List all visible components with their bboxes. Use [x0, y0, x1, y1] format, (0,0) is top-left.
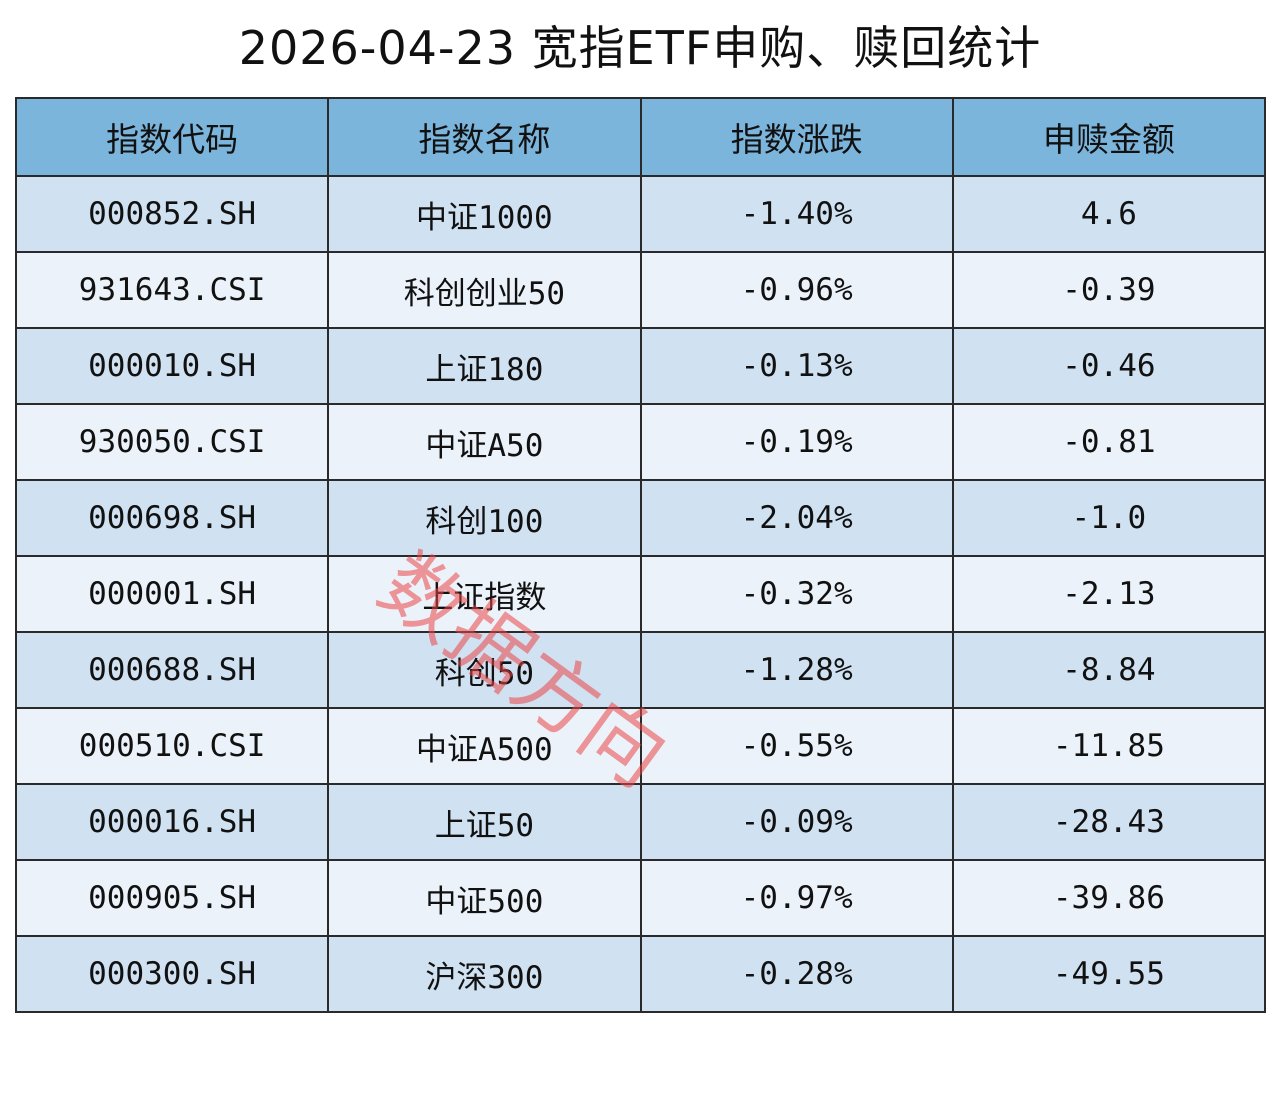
table-cell: -1.40%: [639, 175, 954, 253]
table-cell: -2.04%: [639, 479, 954, 557]
table-cell: -0.09%: [639, 783, 954, 861]
table-cell: -49.55: [951, 935, 1267, 1013]
table-cell: 000698.SH: [14, 479, 330, 557]
column-header: 指数代码: [14, 97, 330, 177]
table-cell: 000905.SH: [14, 859, 330, 937]
table-cell: 931643.CSI: [14, 251, 330, 329]
column-header: 指数名称: [327, 97, 642, 177]
table-cell: -0.19%: [639, 403, 954, 481]
table-cell: 中证A500: [327, 707, 642, 785]
table-cell: 000016.SH: [14, 783, 330, 861]
table-row: 000510.CSI 中证A500 -0.55% -11.85: [14, 707, 1267, 785]
table-cell: 上证180: [327, 327, 642, 405]
header-row: 指数代码 指数名称 指数涨跌 申赎金额: [14, 97, 1267, 177]
table-cell: -0.46: [951, 327, 1267, 405]
table-cell: 000001.SH: [14, 555, 330, 633]
table-cell: 上证指数: [327, 555, 642, 633]
table-cell: 科创50: [327, 631, 642, 709]
table-row: 000300.SH 沪深300 -0.28% -49.55: [14, 935, 1267, 1013]
table-cell: -0.13%: [639, 327, 954, 405]
table-cell: -1.28%: [639, 631, 954, 709]
table-cell: -39.86: [951, 859, 1267, 937]
table-row: 000001.SH 上证指数 -0.32% -2.13: [14, 555, 1267, 633]
table-cell: 000510.CSI: [14, 707, 330, 785]
column-header: 指数涨跌: [639, 97, 954, 177]
table-row: 930050.CSI 中证A50 -0.19% -0.81: [14, 403, 1267, 481]
table-cell: -0.81: [951, 403, 1267, 481]
table-cell: -0.39: [951, 251, 1267, 329]
table-row: 000698.SH 科创100 -2.04% -1.0: [14, 479, 1267, 557]
table-cell: 中证A50: [327, 403, 642, 481]
table-cell: 000688.SH: [14, 631, 330, 709]
table-row: 000852.SH 中证1000 -1.40% 4.6: [14, 175, 1267, 253]
table-cell: 中证1000: [327, 175, 642, 253]
table-row: 931643.CSI 科创创业50 -0.96% -0.39: [14, 251, 1267, 329]
table-row: 000016.SH 上证50 -0.09% -28.43: [14, 783, 1267, 861]
table-cell: 科创创业50: [327, 251, 642, 329]
table-row: 000905.SH 中证500 -0.97% -39.86: [14, 859, 1267, 937]
table-cell: 000852.SH: [14, 175, 330, 253]
table-row: 000010.SH 上证180 -0.13% -0.46: [14, 327, 1267, 405]
table-cell: 000300.SH: [14, 935, 330, 1013]
table-cell: -28.43: [951, 783, 1267, 861]
table-cell: 4.6: [951, 175, 1267, 253]
table-cell: -11.85: [951, 707, 1267, 785]
table-cell: 沪深300: [327, 935, 642, 1013]
table-body: 000852.SH 中证1000 -1.40% 4.6 931643.CSI 科创创业50…: [14, 175, 1267, 1013]
table-cell: -0.55%: [639, 707, 954, 785]
table-cell: 科创100: [327, 479, 642, 557]
table-cell: -0.97%: [639, 859, 954, 937]
table-cell: -1.0: [951, 479, 1267, 557]
table-cell: -0.28%: [639, 935, 954, 1013]
table-cell: 中证500: [327, 859, 642, 937]
table-cell: -0.32%: [639, 555, 954, 633]
table-cell: -8.84: [951, 631, 1267, 709]
column-header: 申赎金额: [951, 97, 1267, 177]
table-cell: -0.96%: [639, 251, 954, 329]
table-cell: 上证50: [327, 783, 642, 861]
table-row: 000688.SH 科创50 -1.28% -8.84: [14, 631, 1267, 709]
etf-table: 指数代码 指数名称 指数涨跌 申赎金额 000852.SH 中证1000 -1.40% 4.…: [14, 97, 1267, 1013]
table-cell: -2.13: [951, 555, 1267, 633]
title: 2026-04-23 宽指ETF申购、赎回统计: [238, 21, 1042, 75]
table-cell: 000010.SH: [14, 327, 330, 405]
table-cell: 930050.CSI: [14, 403, 330, 481]
